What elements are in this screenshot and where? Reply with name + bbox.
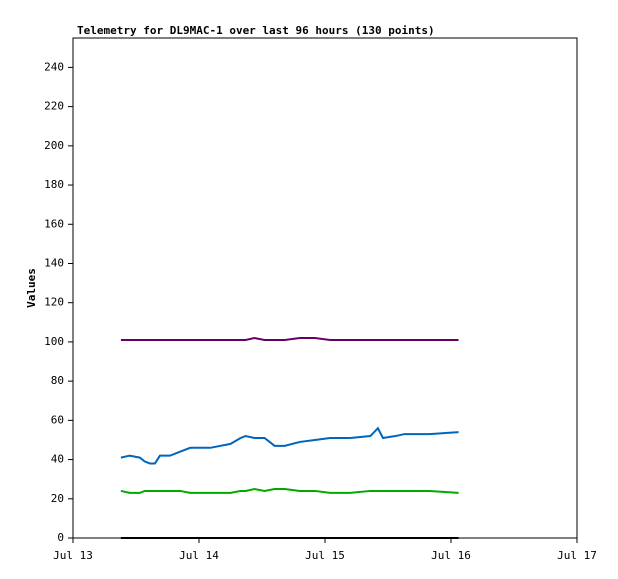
y-tick-label: 200	[44, 139, 64, 152]
y-tick-label: 20	[51, 492, 64, 505]
x-tick-label: Jul 15	[305, 549, 345, 562]
y-tick-label: 40	[51, 453, 64, 466]
x-tick-label: Jul 17	[557, 549, 597, 562]
y-tick-label: 80	[51, 374, 64, 387]
x-tick-label: Jul 14	[179, 549, 219, 562]
y-tick-label: 60	[51, 413, 64, 426]
series-line	[120, 336, 459, 341]
series-line	[120, 487, 459, 494]
y-tick-label: 240	[44, 60, 64, 73]
y-tick-label: 160	[44, 217, 64, 230]
x-tick-label: Jul 13	[53, 549, 93, 562]
series-line	[120, 426, 459, 465]
y-axis-label: Values	[25, 268, 38, 308]
x-tick-label: Jul 16	[431, 549, 471, 562]
y-tick-label: 120	[44, 296, 64, 309]
y-tick-label: 180	[44, 178, 64, 191]
chart-title: Telemetry for DL9MAC-1 over last 96 hour…	[77, 24, 435, 37]
y-tick-label: 140	[44, 256, 64, 269]
y-tick-label: 100	[44, 335, 64, 348]
y-tick-label: 220	[44, 100, 64, 113]
y-tick-label: 0	[57, 531, 64, 544]
